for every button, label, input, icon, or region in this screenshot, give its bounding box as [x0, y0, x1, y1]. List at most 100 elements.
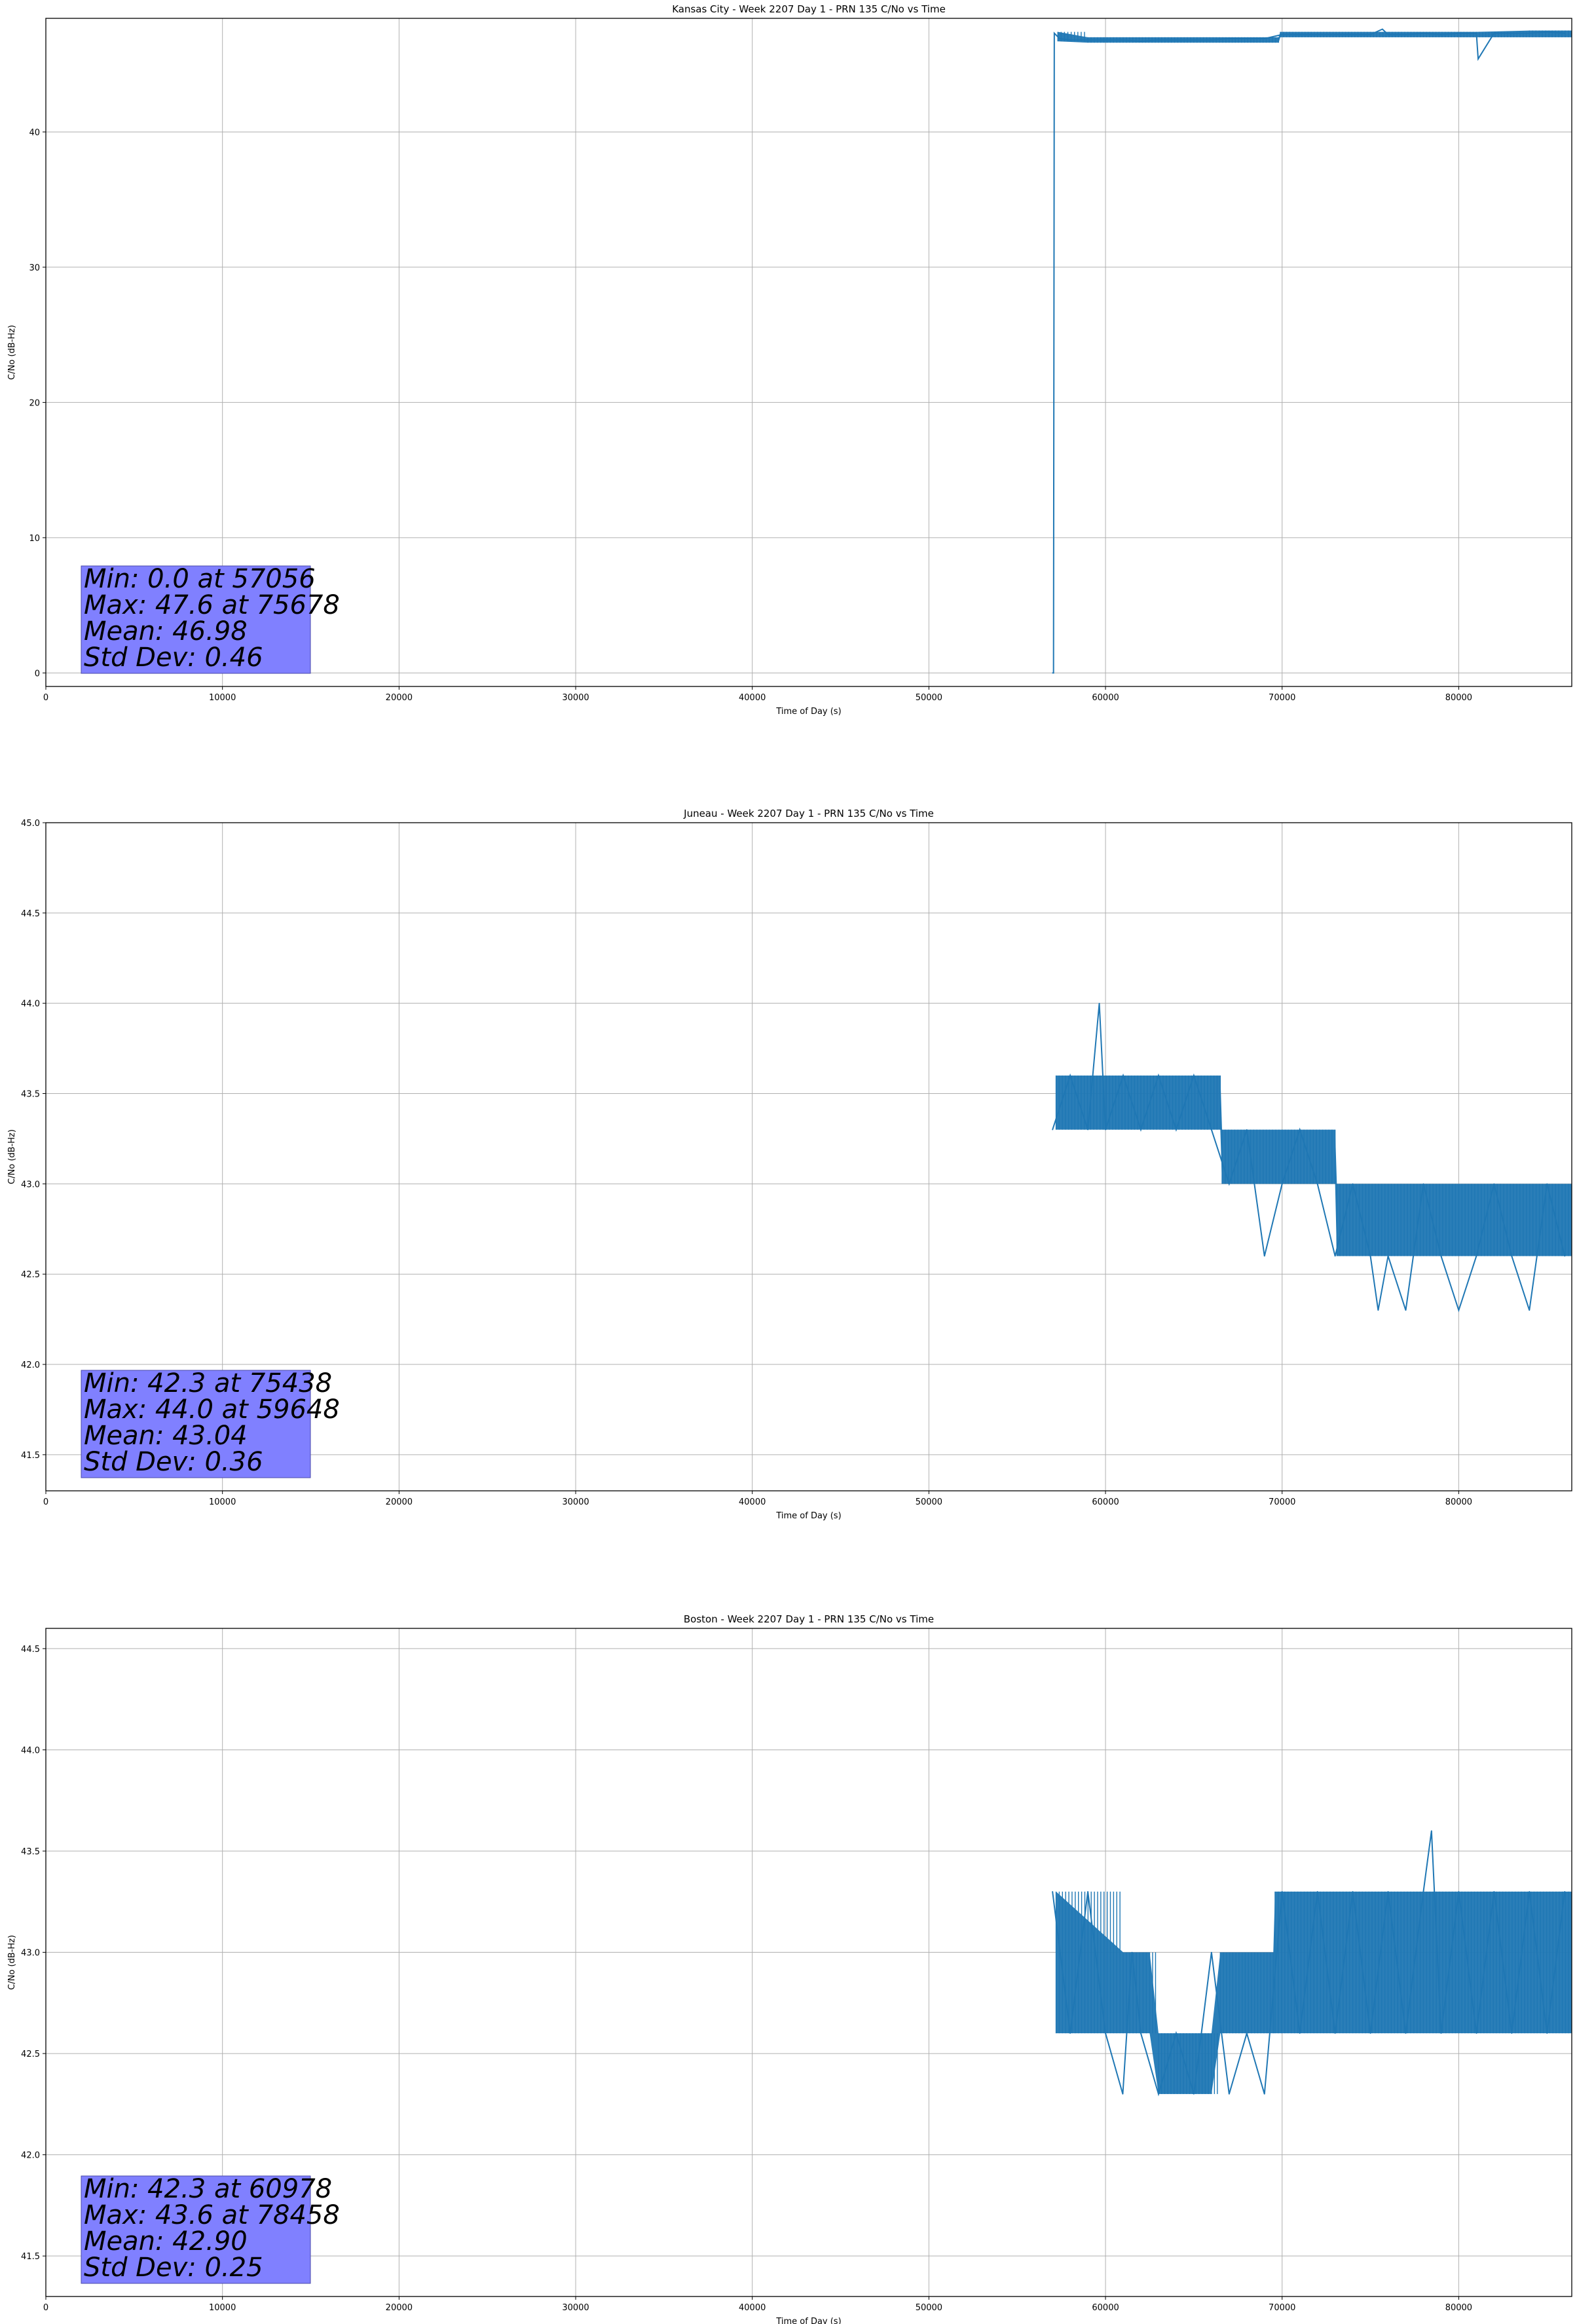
data-point: [1069, 1075, 1071, 1076]
data-point: [1477, 58, 1479, 60]
data-point: [1052, 672, 1054, 674]
data-point: [1511, 2033, 1513, 2034]
grid: [45, 18, 1572, 686]
x-tick-label: 60000: [1092, 2303, 1119, 2313]
data-point: [1211, 39, 1212, 41]
data-point: [1246, 38, 1248, 39]
data-point: [1352, 1891, 1354, 1892]
stats-box-background: [81, 2175, 311, 2284]
data-point: [1387, 33, 1389, 35]
data-point: [1564, 32, 1566, 34]
x-tick-label: 80000: [1445, 1497, 1472, 1507]
data-point: [1334, 1255, 1336, 1257]
data-point: [1122, 2093, 1124, 2095]
y-axis-label: C/No (dB-Hz): [7, 1129, 17, 1184]
stats-line1: Min: 0.0 at 57056: [84, 564, 316, 594]
stats-line3: Mean: 42.90: [84, 2226, 248, 2257]
y-tick-label: 30: [29, 263, 40, 273]
data-point: [1069, 2033, 1071, 2034]
data-point: [1316, 1183, 1318, 1185]
data-point: [1140, 41, 1141, 42]
x-tick-label: 20000: [386, 693, 413, 703]
y-tick-label: 44.0: [21, 1746, 40, 1755]
x-tick-label: 50000: [916, 693, 942, 703]
data-point: [1352, 1183, 1354, 1185]
x-tick-label: 70000: [1269, 693, 1295, 703]
data-point: [1193, 39, 1195, 41]
data-point: [1387, 1891, 1389, 1892]
data-point: [1440, 33, 1442, 35]
stats-box-background: [81, 565, 311, 674]
x-tick-label: 70000: [1269, 1497, 1295, 1507]
data-point: [1281, 33, 1283, 35]
x-tick-label: 80000: [1445, 2303, 1472, 2313]
data-point: [1105, 2033, 1106, 2034]
data-point: [1422, 1891, 1424, 1892]
data-point: [1059, 38, 1060, 39]
y-tick-label: 40: [29, 128, 40, 138]
stats-box-background: [81, 1370, 311, 1478]
data-point: [1263, 1255, 1265, 1257]
data-point: [1405, 2033, 1407, 2034]
y-tick-label: 43.0: [21, 1180, 40, 1190]
data-point: [1299, 2033, 1301, 2034]
data-point: [1511, 32, 1513, 34]
data-point: [1334, 33, 1336, 35]
data-point: [1475, 32, 1477, 34]
data-point: [1098, 1002, 1100, 1004]
data-point: [1458, 32, 1460, 34]
data-point: [1369, 1255, 1371, 1257]
x-tick-label: 10000: [209, 693, 236, 703]
data-point: [1158, 2093, 1159, 2095]
data-point: [1052, 672, 1053, 674]
data-point: [1352, 33, 1354, 35]
data-point: [1546, 31, 1548, 33]
data-point: [1299, 1129, 1301, 1131]
data-point: [1158, 1075, 1159, 1076]
x-tick-label: 20000: [386, 2303, 413, 2313]
chart-boston: Boston - Week 2207 Day 1 - PRN 135 C/No …: [7, 1613, 1572, 2324]
y-tick-label: 44.5: [21, 909, 40, 919]
chart-kansas-city: Kansas City - Week 2207 Day 1 - PRN 135 …: [7, 3, 1572, 717]
y-tick-label: 0: [35, 669, 40, 679]
data-point: [1229, 38, 1230, 39]
data-point: [1316, 1891, 1318, 1892]
data-point: [1405, 33, 1407, 35]
data-point: [1246, 1129, 1248, 1131]
data-point: [1176, 39, 1177, 41]
y-tick-label: 20: [29, 398, 40, 408]
data-point: [1316, 33, 1318, 35]
stats-line1: Min: 42.3 at 60978: [84, 2174, 332, 2204]
data-point: [1422, 32, 1424, 34]
data-point: [1052, 1129, 1053, 1131]
data-point: [1369, 2033, 1371, 2034]
data-point: [1440, 2033, 1442, 2034]
series-0: [1052, 28, 1572, 674]
x-tick-label: 10000: [209, 1497, 236, 1507]
data-point: [1105, 39, 1106, 41]
x-tick-label: 70000: [1269, 2303, 1295, 2313]
data-point: [1263, 2093, 1265, 2095]
x-tick-label: 60000: [1092, 1497, 1119, 1507]
data-point: [1229, 1183, 1230, 1185]
x-tick-label: 50000: [916, 1497, 942, 1507]
data-point: [1140, 1129, 1141, 1131]
data-point: [1229, 2093, 1230, 2095]
x-tick-label: 60000: [1092, 693, 1119, 703]
data-point: [1493, 32, 1495, 34]
y-axis-label: C/No (dB-Hz): [7, 1935, 17, 1990]
x-tick-label: 0: [43, 1497, 48, 1507]
axes-frame: [45, 18, 1572, 687]
series-line: [1052, 1830, 1566, 2097]
x-tick-label: 20000: [386, 1497, 413, 1507]
data-point: [1475, 2033, 1477, 2034]
x-tick-label: 0: [43, 2303, 48, 2313]
data-point: [1087, 1129, 1088, 1131]
data-point: [1263, 38, 1265, 39]
y-tick-label: 44.5: [21, 1645, 40, 1655]
chart-title: Kansas City - Week 2207 Day 1 - PRN 135 …: [672, 3, 946, 15]
stats-line3: Mean: 43.04: [84, 1421, 248, 1451]
